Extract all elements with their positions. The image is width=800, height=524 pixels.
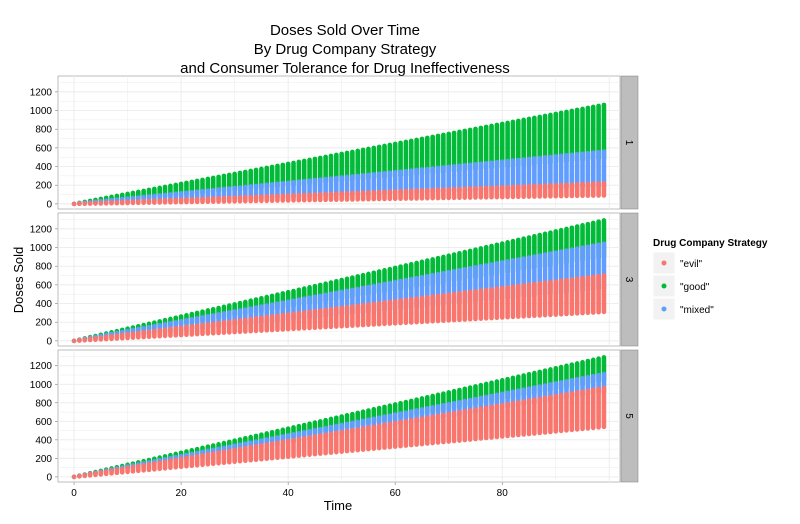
x-tick-label: 80 xyxy=(497,488,509,499)
facet-strip xyxy=(620,75,639,210)
legend-entry-evil: "evil" xyxy=(652,251,703,275)
x-tick-label: 0 xyxy=(71,488,77,499)
x-tick-label: 60 xyxy=(390,488,402,499)
x-tick-label: 40 xyxy=(283,488,295,499)
series-evil xyxy=(71,385,607,480)
y-tick-label: 800 xyxy=(35,398,52,409)
y-tick-label: 1200 xyxy=(30,224,53,235)
y-tick-label: 600 xyxy=(35,143,52,154)
y-tick-label: 400 xyxy=(35,162,52,173)
y-tick-label: 600 xyxy=(35,417,52,428)
panel-background xyxy=(57,349,621,483)
y-tick-label: 800 xyxy=(35,262,52,273)
y-tick-label: 0 xyxy=(46,199,52,210)
facet-panel-1: 0 200 400 600 800 1000 1200 1 xyxy=(30,75,639,210)
y-tick-label: 400 xyxy=(35,435,52,446)
legend-marker-evil xyxy=(661,260,667,266)
facet-panel-3: 0 200 400 600 800 1000 1200 3 xyxy=(30,212,639,347)
y-axis-title: Doses Sold xyxy=(11,247,26,313)
y-tick-label: 0 xyxy=(46,336,52,347)
legend-marker-mixed xyxy=(661,306,667,312)
facet-strip-label: 5 xyxy=(623,413,634,419)
y-tick-label: 1200 xyxy=(30,361,53,372)
legend-marker-good xyxy=(661,283,667,289)
x-axis-title: Time xyxy=(324,498,352,513)
legend: Drug Company Strategy "evil" "good" "mix… xyxy=(652,238,768,321)
y-tick-label: 200 xyxy=(35,318,52,329)
series-mixed xyxy=(71,149,607,207)
facet-panel-5: 0 200 400 600 800 1000 1200 5 0 20 40 60 80 xyxy=(30,349,639,499)
chart-title-line-3: and Consumer Tolerance for Drug Ineffect… xyxy=(180,60,510,77)
facet-strip xyxy=(620,212,639,347)
legend-entry-mixed: "mixed" xyxy=(652,297,714,321)
legend-label-good: "good" xyxy=(680,282,710,293)
legend-label-evil: "evil" xyxy=(680,259,703,270)
facet-panels: 0200400600800100012001020040060080010001… xyxy=(30,75,639,499)
y-tick-label: 600 xyxy=(35,280,52,291)
y-tick-label: 400 xyxy=(35,299,52,310)
chart-title-line-2: By Drug Company Strategy xyxy=(254,41,437,58)
y-tick-label: 0 xyxy=(46,472,52,483)
y-tick-label: 800 xyxy=(35,125,52,136)
panel-background xyxy=(57,212,621,347)
x-tick-label: 20 xyxy=(176,488,188,499)
legend-title: Drug Company Strategy xyxy=(653,238,768,249)
y-tick-label: 200 xyxy=(35,454,52,465)
legend-label-mixed: "mixed" xyxy=(680,305,714,316)
series-evil xyxy=(71,181,607,207)
facet-strip-label: 3 xyxy=(623,277,634,283)
y-tick-label: 1000 xyxy=(30,243,53,254)
series-evil xyxy=(71,273,607,344)
facet-strip xyxy=(620,349,639,483)
facet-strip-label: 1 xyxy=(623,140,634,146)
panel-background xyxy=(57,75,621,210)
chart-title-line-1: Doses Sold Over Time xyxy=(270,22,420,39)
y-tick-label: 1000 xyxy=(30,380,53,391)
y-tick-label: 200 xyxy=(35,181,52,192)
y-tick-label: 1000 xyxy=(30,106,53,117)
y-tick-label: 1200 xyxy=(30,87,53,98)
legend-entry-good: "good" xyxy=(652,274,710,298)
